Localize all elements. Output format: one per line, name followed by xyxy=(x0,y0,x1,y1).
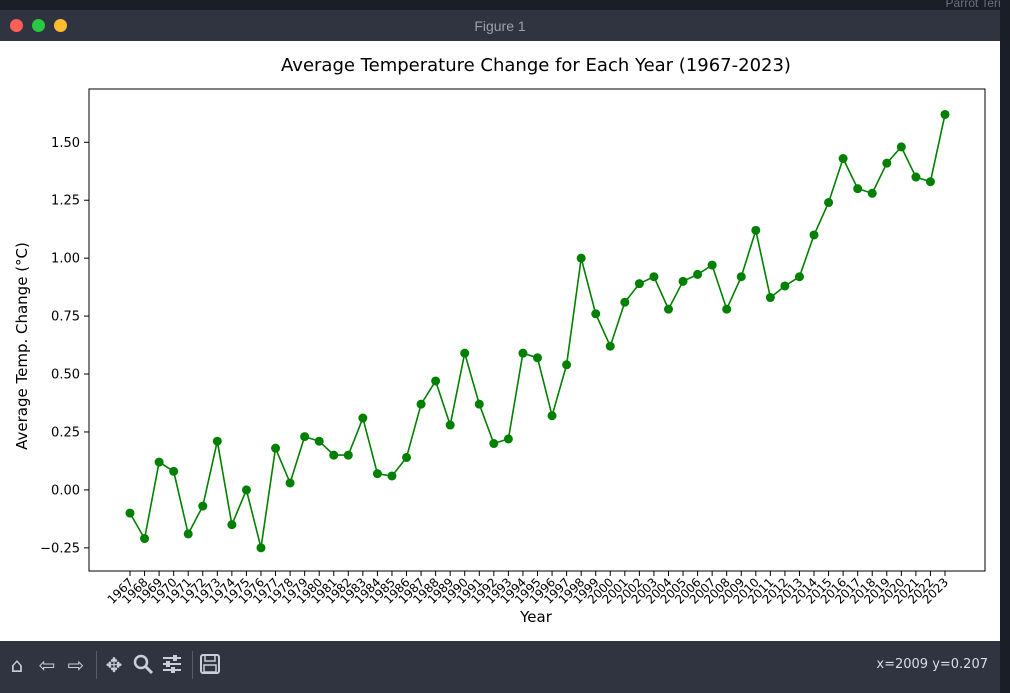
background-desktop-right xyxy=(1000,0,1010,693)
back-arrow-icon[interactable]: ⇦ xyxy=(38,653,56,677)
data-point xyxy=(533,353,542,363)
zoom-icon[interactable] xyxy=(131,653,155,677)
data-point xyxy=(780,281,790,291)
data-point xyxy=(838,154,848,164)
y-tick-label: 0.50 xyxy=(51,368,80,383)
data-point xyxy=(663,304,673,314)
data-point xyxy=(372,469,382,479)
data-point xyxy=(416,399,426,409)
data-point xyxy=(169,466,179,476)
figure-window: Figure 1 1967 1968 1969 1970 1971 1972 1973 197… xyxy=(0,10,1000,693)
data-point xyxy=(227,520,237,530)
data-point xyxy=(867,188,877,198)
y-axis-label: Average Temp. Change (°C) xyxy=(13,242,31,450)
data-point xyxy=(198,501,208,511)
data-point xyxy=(707,260,717,270)
y-tick-label: 0.00 xyxy=(51,483,80,498)
data-point xyxy=(154,457,164,467)
data-point xyxy=(576,253,586,263)
data-point xyxy=(503,434,513,444)
data-point xyxy=(489,439,499,449)
data-point xyxy=(882,158,892,168)
data-point xyxy=(183,529,193,539)
background-app-title: Parrot Term xyxy=(945,0,1008,10)
data-point xyxy=(387,471,397,481)
window-title: Figure 1 xyxy=(474,18,526,34)
data-point xyxy=(474,399,484,409)
data-point xyxy=(212,436,222,446)
y-tick-label: 1.00 xyxy=(51,252,80,267)
navigation-toolbar: ⌂ ⇦ ⇨ ✥ x=2009 y=0.207 xyxy=(0,641,1000,693)
data-point xyxy=(751,225,761,235)
minimize-button[interactable] xyxy=(54,19,67,32)
plot-frame xyxy=(88,88,986,572)
close-button[interactable] xyxy=(10,19,23,32)
data-point xyxy=(896,142,906,152)
data-point xyxy=(765,293,775,303)
data-point xyxy=(925,177,935,187)
y-tick-label: 1.50 xyxy=(51,136,80,151)
pan-icon[interactable]: ✥ xyxy=(105,653,123,677)
data-point xyxy=(314,436,324,446)
data-point xyxy=(809,230,819,240)
data-point xyxy=(285,478,295,488)
data-point xyxy=(678,276,688,286)
data-point xyxy=(431,376,441,386)
maximize-button[interactable] xyxy=(32,19,45,32)
y-tick-label: 0.25 xyxy=(51,425,80,440)
y-tick-label: 1.25 xyxy=(51,194,80,209)
y-tick-label: −0.25 xyxy=(40,541,80,556)
data-point xyxy=(300,432,310,442)
data-point xyxy=(853,184,863,194)
data-point xyxy=(940,109,950,119)
data-point xyxy=(591,309,601,319)
data-point xyxy=(358,413,368,423)
figure-canvas[interactable]: 1967 1968 1969 1970 1971 1972 1973 1974 1975 1976… xyxy=(0,41,1000,641)
home-icon[interactable]: ⌂ xyxy=(10,653,24,677)
data-point xyxy=(445,420,455,430)
data-point xyxy=(518,348,528,358)
data-point xyxy=(911,172,921,182)
data-point xyxy=(271,443,281,453)
save-icon[interactable] xyxy=(198,653,222,677)
data-point xyxy=(125,508,135,518)
title-bar: Figure 1 xyxy=(0,10,1000,42)
data-point xyxy=(547,411,557,421)
data-point xyxy=(722,304,732,314)
data-point xyxy=(329,450,339,460)
data-point xyxy=(634,279,644,289)
chart-title: Average Temperature Change for Each Year… xyxy=(281,55,791,76)
data-point xyxy=(736,272,746,282)
x-axis-label: Year xyxy=(519,608,553,626)
series-line xyxy=(129,114,946,548)
data-point xyxy=(460,348,470,358)
y-tick-label: 0.75 xyxy=(51,310,80,325)
data-point xyxy=(562,360,572,370)
data-point xyxy=(140,534,150,544)
data-point xyxy=(649,272,659,282)
line-chart[interactable]: 1967196819691970197119721973197419751976… xyxy=(0,41,1000,641)
data-point xyxy=(605,341,615,351)
configure-subplots-icon[interactable] xyxy=(160,653,184,677)
cursor-coordinates: x=2009 y=0.207 xyxy=(876,657,988,672)
toolbar-separator xyxy=(192,651,193,679)
data-point xyxy=(256,543,266,553)
toolbar-separator xyxy=(96,651,97,679)
data-point xyxy=(241,485,251,495)
data-point xyxy=(794,272,804,282)
background-desktop-top: Parrot Term xyxy=(0,0,1010,10)
data-point xyxy=(620,297,630,307)
forward-arrow-icon[interactable]: ⇨ xyxy=(67,653,85,677)
data-point xyxy=(693,269,703,279)
data-point xyxy=(824,198,834,208)
data-point xyxy=(402,452,412,462)
data-point xyxy=(343,450,353,460)
